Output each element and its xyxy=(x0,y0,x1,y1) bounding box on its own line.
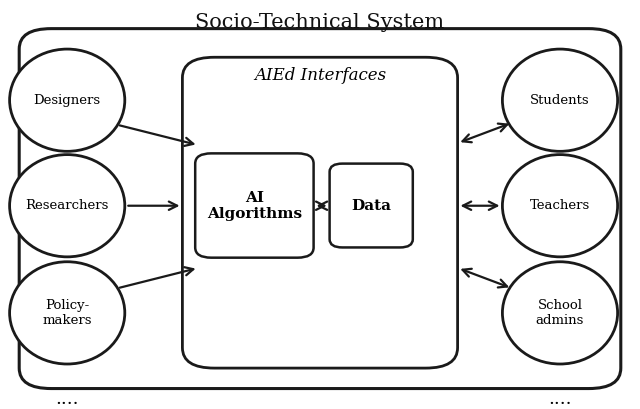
Ellipse shape xyxy=(502,155,618,257)
Text: Socio-Technical System: Socio-Technical System xyxy=(195,13,445,32)
Ellipse shape xyxy=(10,49,125,151)
FancyBboxPatch shape xyxy=(195,153,314,258)
Text: Teachers: Teachers xyxy=(530,199,590,212)
Text: AIEd Interfaces: AIEd Interfaces xyxy=(254,67,386,84)
Text: ....: .... xyxy=(548,390,572,408)
Ellipse shape xyxy=(10,155,125,257)
FancyBboxPatch shape xyxy=(330,164,413,247)
Text: Policy-
makers: Policy- makers xyxy=(42,299,92,327)
Text: School
admins: School admins xyxy=(536,299,584,327)
Text: Data: Data xyxy=(351,199,391,213)
Ellipse shape xyxy=(502,262,618,364)
FancyBboxPatch shape xyxy=(182,57,458,368)
Text: Designers: Designers xyxy=(34,94,100,107)
Text: AI
Algorithms: AI Algorithms xyxy=(207,191,302,221)
Ellipse shape xyxy=(502,49,618,151)
Text: ....: .... xyxy=(56,390,79,408)
Ellipse shape xyxy=(10,262,125,364)
Text: Students: Students xyxy=(530,94,590,107)
FancyBboxPatch shape xyxy=(19,29,621,389)
Text: Researchers: Researchers xyxy=(26,199,109,212)
